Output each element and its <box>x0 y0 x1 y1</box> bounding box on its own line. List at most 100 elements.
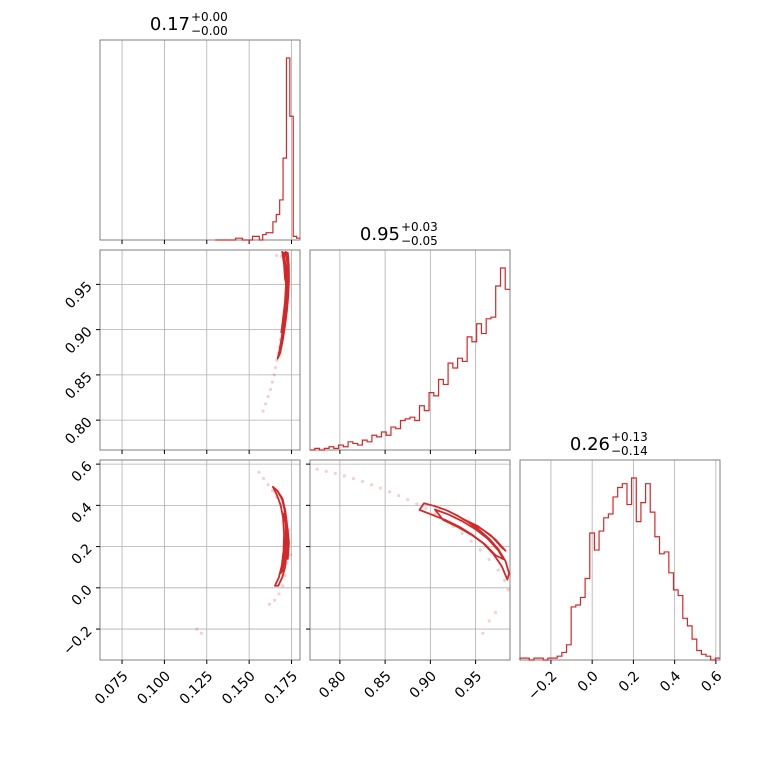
joint-2-1-point-5 <box>360 479 365 484</box>
hist-2-bin-17 <box>599 531 604 660</box>
joint-2-1-xticklabel-2: 0.90 <box>407 668 440 701</box>
joint-2-0-yticklabel-1: 0.0 <box>69 582 96 609</box>
joint-2-1-point-19 <box>487 557 491 561</box>
hist-0-title-value: 0.17 <box>150 14 190 35</box>
hist-2-bin-28 <box>650 512 655 660</box>
joint-2-1-contour-1 <box>433 508 505 561</box>
hist-1-bin-26 <box>434 396 439 450</box>
joint-2-0-point-16 <box>199 631 203 635</box>
hist-1-bin-14 <box>377 437 382 450</box>
hist-2-bin-26 <box>641 503 646 660</box>
joint-2-1-point-1 <box>324 469 328 473</box>
hist-2-bin-18 <box>604 518 609 660</box>
hist-2-bin-10 <box>567 645 572 660</box>
hist-1-bin-32 <box>462 361 467 450</box>
joint-2-1-point-23 <box>493 610 498 615</box>
joint-2-1-xticklabel-1: 0.85 <box>361 668 394 701</box>
hist-0-step <box>215 57 300 241</box>
joint-2-1-point-0 <box>315 467 319 471</box>
joint-2-0-point-17 <box>195 627 199 631</box>
hist-2-bin-33 <box>673 590 678 660</box>
hist-2-xticklabel-0: −0.2 <box>525 668 560 703</box>
hist-1-bin-20 <box>405 419 410 450</box>
hist-1-bin-11 <box>362 440 367 450</box>
joint-2-0-xticklabel-0: 0.075 <box>92 668 132 708</box>
joint-2-0-point-3 <box>270 489 275 493</box>
hist-2-bin-32 <box>669 573 674 660</box>
hist-2-bin-24 <box>632 478 637 660</box>
hist-1-frame <box>309 249 511 451</box>
hist-2-bin-25 <box>636 522 641 660</box>
joint-2-1-point-17 <box>469 539 473 543</box>
hist-1-bin-19 <box>400 420 405 450</box>
joint-1-0-point-18 <box>270 380 274 384</box>
hist-0-bin-16 <box>269 233 272 240</box>
hist-2-bin-36 <box>687 626 692 660</box>
hist-2-bin-37 <box>692 639 697 660</box>
hist-2-bin-13 <box>580 597 585 660</box>
joint-2-1-point-18 <box>478 548 482 552</box>
hist-1-bin-25 <box>429 393 434 450</box>
hist-2-bin-39 <box>701 654 706 660</box>
hist-1-bin-17 <box>391 427 396 450</box>
hist-2-bin-29 <box>655 537 660 660</box>
joint-2-1-point-10 <box>406 497 410 502</box>
joint-1-0-yticklabel-3: 0.95 <box>62 279 95 312</box>
hist-0-frame <box>99 39 301 241</box>
hist-1-title: 0.95 +0.03−0.05 <box>360 220 438 248</box>
joint-2-0-point-1 <box>261 476 266 481</box>
hist-1-bin-37 <box>486 319 491 450</box>
joint-1-0-point-17 <box>272 373 276 377</box>
joint-2-1-point-3 <box>342 474 346 478</box>
hist-2-bin-38 <box>697 651 702 660</box>
hist-1-bin-27 <box>439 379 444 450</box>
hist-1-bin-41 <box>505 289 510 450</box>
hist-1-bin-33 <box>467 337 472 450</box>
joint-2-0-contour-2 <box>282 512 290 560</box>
joint-2-1-point-25 <box>481 631 485 635</box>
hist-1-bin-39 <box>496 286 501 450</box>
joint-2-1-point-7 <box>378 486 383 490</box>
joint-2-0-xticklabel-4: 0.175 <box>261 668 301 708</box>
joint-1-0-point-23 <box>275 253 279 258</box>
joint-2-0-point-15 <box>267 602 272 606</box>
joint-2-0-frame <box>99 459 301 661</box>
joint-1-0-point-22 <box>261 409 265 413</box>
hist-2-frame <box>519 459 721 661</box>
joint-2-1-plot-area <box>315 467 510 635</box>
hist-2-title-lower: −0.14 <box>611 444 648 458</box>
joint-2-1-frame <box>309 459 511 661</box>
joint-2-0-point-18 <box>289 553 293 557</box>
hist-2-xticklabel-2: 0.2 <box>616 668 643 695</box>
hist-2-bin-11 <box>571 607 576 660</box>
hist-1-bin-23 <box>420 406 425 450</box>
hist-1-bin-12 <box>367 442 372 450</box>
hist-2-bin-31 <box>664 552 669 660</box>
hist-1-bin-38 <box>491 317 496 450</box>
hist-1-bin-10 <box>358 445 363 450</box>
joint-1-0-point-21 <box>263 402 268 406</box>
hist-1-bin-21 <box>410 417 415 450</box>
hist-2-bin-9 <box>562 652 567 660</box>
hist-1-bin-29 <box>448 363 453 450</box>
joint-2-0-point-13 <box>277 592 281 596</box>
hist-0-title-lower: −0.00 <box>191 24 228 38</box>
joint-2-0-point-12 <box>281 584 285 588</box>
hist-1-bin-9 <box>353 443 358 450</box>
joint-1-0-point-19 <box>268 387 273 391</box>
joint-2-0-yticklabel-2: 0.2 <box>69 541 96 568</box>
hist-1-title-upper: +0.03 <box>401 220 438 234</box>
joint-2-0-point-11 <box>283 573 287 578</box>
hist-2-bin-20 <box>613 497 618 660</box>
joint-1-0-yticklabel-0: 0.80 <box>62 414 95 447</box>
joint-2-1-point-21 <box>502 578 507 583</box>
joint-2-1-point-9 <box>397 494 401 498</box>
joint-2-1-point-16 <box>460 531 464 536</box>
joint-1-0-point-15 <box>275 358 279 363</box>
joint-2-1-contour-2 <box>461 517 507 552</box>
hist-2-bin-21 <box>618 487 623 660</box>
hist-0-title: 0.17 +0.00−0.00 <box>150 10 228 38</box>
hist-1-bin-13 <box>372 435 377 450</box>
hist-1-bin-16 <box>386 435 391 450</box>
